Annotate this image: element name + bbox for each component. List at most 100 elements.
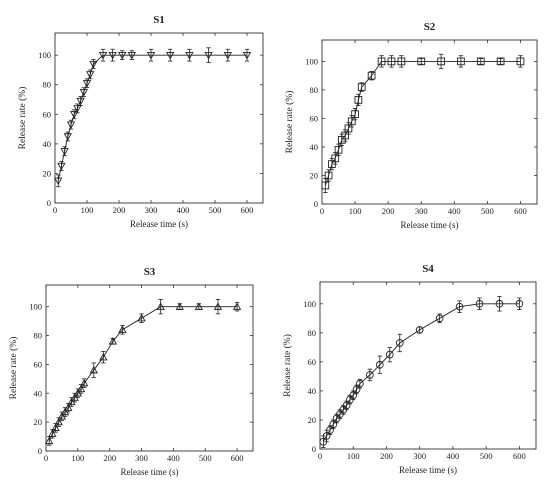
x-tick-label: 300 xyxy=(413,451,426,461)
x-tick-label: 100 xyxy=(349,206,362,216)
y-tick-label: 0 xyxy=(47,198,51,208)
y-tick-label: 80 xyxy=(308,328,317,338)
y-tick-label: 60 xyxy=(43,109,52,119)
plot-frame xyxy=(319,281,537,450)
y-tick-label: 80 xyxy=(43,80,52,90)
y-tick-label: 100 xyxy=(38,50,51,60)
data-point xyxy=(57,162,66,171)
chart-title: S4 xyxy=(422,263,434,275)
chart-panel-s3: 0 100 200 300 400 500 600 0 20 40 60 80 100 S3 Release… xyxy=(8,266,254,477)
x-axis-label: Release time (s) xyxy=(399,465,457,475)
y-axis-label: Release rate (%) xyxy=(8,337,19,400)
x-tick-label: 500 xyxy=(481,206,494,216)
chart-title: S3 xyxy=(144,266,156,278)
error-bar xyxy=(498,58,503,65)
x-tick-label: 100 xyxy=(71,453,84,463)
y-tick-label: 40 xyxy=(310,142,319,152)
data-point xyxy=(76,97,85,106)
data-point xyxy=(367,71,376,80)
error-bar xyxy=(478,58,483,65)
data-point xyxy=(60,148,69,156)
error-bar xyxy=(215,299,221,315)
series-line xyxy=(322,303,520,442)
data-point xyxy=(321,181,330,190)
data-point xyxy=(166,52,175,60)
data-point xyxy=(475,299,484,308)
y-tick-label: 0 xyxy=(38,446,42,456)
series-line xyxy=(324,60,521,186)
y-axis-label: Release rate (%) xyxy=(17,87,28,150)
chart-panel-s4: 0 100 200 300 400 500 600 0 20 40 60 80 100 S4 Release… xyxy=(282,263,537,475)
x-tick-label: 200 xyxy=(382,206,395,216)
data-point xyxy=(242,52,252,60)
error-bar xyxy=(397,333,402,353)
plot-frame xyxy=(54,32,264,204)
data-point xyxy=(175,302,184,310)
data-point xyxy=(354,96,363,104)
y-tick-label: 100 xyxy=(303,299,316,309)
x-tick-label: 600 xyxy=(513,451,526,461)
error-bar xyxy=(158,299,163,315)
y-axis-label: Release rate (%) xyxy=(284,91,295,154)
series-line xyxy=(48,306,238,442)
data-point xyxy=(476,57,485,66)
data-point xyxy=(63,133,72,141)
chart-panel-s2: 0 100 200 300 400 500 600 0 20 40 60 80 100 S2 Release… xyxy=(284,21,538,230)
data-point xyxy=(457,57,465,66)
x-tick-label: 0 xyxy=(320,206,324,216)
chart-panel-s1: 0 100 200 300 400 500 600 0 20 40 60 80 100 S1 Release… xyxy=(17,14,264,229)
y-tick-label: 60 xyxy=(310,113,319,123)
x-tick-label: 500 xyxy=(199,453,212,463)
y-tick-label: 80 xyxy=(34,331,43,341)
data-point xyxy=(385,350,394,359)
error-bar xyxy=(477,297,482,310)
x-tick-label: 0 xyxy=(53,205,57,215)
x-tick-label: 0 xyxy=(44,453,48,463)
data-point xyxy=(356,379,364,388)
data-point xyxy=(223,52,232,60)
y-tick-label: 60 xyxy=(308,357,317,367)
y-tick-label: 40 xyxy=(43,139,52,149)
data-point xyxy=(194,302,204,310)
data-point xyxy=(331,154,340,163)
data-point xyxy=(118,52,127,60)
data-point xyxy=(324,171,333,180)
data-point xyxy=(86,71,95,79)
y-tick-label: 80 xyxy=(310,85,319,95)
data-point xyxy=(349,391,358,400)
error-bar xyxy=(206,47,211,63)
y-tick-label: 20 xyxy=(308,415,317,425)
data-point xyxy=(495,299,504,308)
data-point xyxy=(352,385,361,394)
plot-frame xyxy=(321,39,538,205)
data-point xyxy=(377,57,386,66)
data-point xyxy=(64,403,73,411)
data-point xyxy=(322,432,331,440)
data-point xyxy=(98,52,108,60)
y-tick-label: 40 xyxy=(308,386,317,396)
x-tick-label: 200 xyxy=(380,451,393,461)
plot-frame xyxy=(45,284,254,452)
data-point xyxy=(73,105,82,113)
data-point xyxy=(326,426,334,434)
x-tick-label: 200 xyxy=(113,205,126,215)
chart-title: S2 xyxy=(424,21,436,33)
y-tick-label: 60 xyxy=(34,359,43,369)
chart-title: S1 xyxy=(153,14,165,26)
data-point xyxy=(375,360,384,369)
data-point xyxy=(54,417,63,426)
x-tick-label: 400 xyxy=(167,453,180,463)
x-tick-label: 400 xyxy=(447,451,460,461)
data-point xyxy=(79,88,88,97)
data-point xyxy=(89,60,98,69)
error-bar xyxy=(437,313,442,324)
x-axis-label: Release time (s) xyxy=(130,219,188,229)
error-bar xyxy=(369,70,374,81)
error-bar xyxy=(367,368,373,382)
data-point xyxy=(89,365,98,374)
data-point xyxy=(387,57,396,66)
error-bar xyxy=(497,296,502,312)
data-point xyxy=(415,326,424,334)
data-point xyxy=(417,57,426,66)
data-point xyxy=(99,352,108,361)
